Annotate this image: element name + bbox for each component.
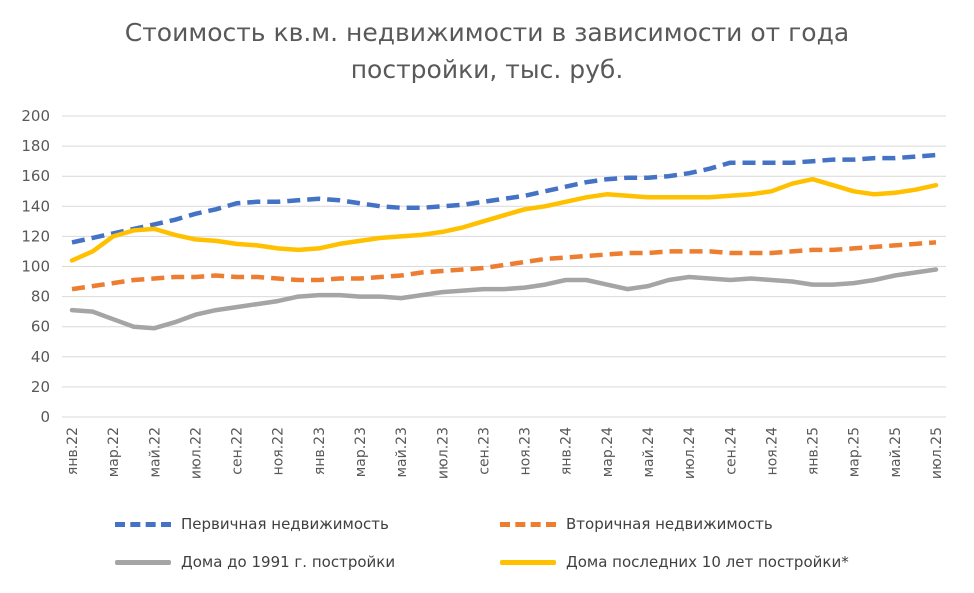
x-tick-label-мар.25: мар.25 bbox=[847, 427, 863, 477]
y-tick-label-200: 200 bbox=[21, 107, 50, 125]
legend-label-2: Вторичная недвижимость bbox=[566, 515, 773, 533]
series-line-1 bbox=[71, 152, 937, 245]
legend-swatch-2 bbox=[500, 521, 556, 527]
series-line-4 bbox=[69, 176, 939, 263]
x-tick-label-июл.23: июл.23 bbox=[435, 427, 451, 479]
y-tick-label-120: 120 bbox=[21, 227, 50, 245]
x-tick-label-мар.24: мар.24 bbox=[600, 427, 616, 477]
y-tick-label-40: 40 bbox=[31, 348, 50, 366]
x-tick-label-ноя.23: ноя.23 bbox=[518, 427, 534, 475]
y-tick-label-180: 180 bbox=[21, 137, 50, 155]
x-tick-label-июл.25: июл.25 bbox=[929, 427, 945, 479]
x-tick-label-мар.23: мар.23 bbox=[353, 427, 369, 477]
legend-swatch-1 bbox=[115, 521, 171, 527]
x-tick-label-янв.22: янв.22 bbox=[65, 427, 81, 475]
y-tick-label-60: 60 bbox=[31, 318, 50, 336]
y-tick-label-0: 0 bbox=[40, 408, 50, 426]
x-tick-label-янв.24: янв.24 bbox=[559, 427, 575, 475]
legend-label-4: Дома последних 10 лет постройки* bbox=[566, 553, 849, 571]
chart-title: Стоимость кв.м. недвижимости в зависимос… bbox=[0, 14, 974, 88]
legend-item-3: Дома до 1991 г. постройки bbox=[115, 550, 395, 574]
y-tick-label-160: 160 bbox=[21, 167, 50, 185]
series-line-3 bbox=[69, 267, 939, 331]
legend-label-3: Дома до 1991 г. постройки bbox=[181, 553, 396, 571]
x-tick-label-ноя.24: ноя.24 bbox=[764, 427, 780, 475]
y-tick-label-140: 140 bbox=[21, 197, 50, 215]
legend-swatch-4 bbox=[500, 559, 556, 565]
x-tick-label-мар.22: мар.22 bbox=[106, 427, 122, 477]
chart-title-line-2: постройки, тыс. руб. bbox=[350, 55, 624, 84]
x-tick-label-янв.25: янв.25 bbox=[806, 427, 822, 475]
x-tick-label-июл.24: июл.24 bbox=[682, 427, 698, 479]
x-tick-label-май.22: май.22 bbox=[147, 427, 163, 478]
legend-item-2: Вторичная недвижимость bbox=[500, 512, 773, 536]
x-tick-label-янв.23: янв.23 bbox=[312, 427, 328, 475]
x-tick-label-сен.23: сен.23 bbox=[476, 427, 492, 475]
chart-title-line-1: Стоимость кв.м. недвижимости в зависимос… bbox=[124, 18, 850, 47]
x-tick-label-май.24: май.24 bbox=[641, 427, 657, 478]
x-tick-label-май.23: май.23 bbox=[394, 427, 410, 478]
x-tick-label-сен.22: сен.22 bbox=[230, 427, 246, 475]
x-tick-label-ноя.22: ноя.22 bbox=[271, 427, 287, 475]
x-tick-label-сен.24: сен.24 bbox=[723, 427, 739, 475]
legend-item-4: Дома последних 10 лет постройки* bbox=[500, 550, 849, 574]
y-tick-label-100: 100 bbox=[21, 258, 50, 276]
y-tick-label-80: 80 bbox=[31, 288, 50, 306]
legend-item-1: Первичная недвижимость bbox=[115, 512, 389, 536]
x-tick-label-май.25: май.25 bbox=[888, 427, 904, 478]
y-tick-label-20: 20 bbox=[31, 378, 50, 396]
series-line-2 bbox=[71, 240, 937, 292]
legend-swatch-3 bbox=[115, 559, 171, 565]
legend-label-1: Первичная недвижимость bbox=[181, 515, 389, 533]
x-tick-label-июл.22: июл.22 bbox=[188, 427, 204, 479]
